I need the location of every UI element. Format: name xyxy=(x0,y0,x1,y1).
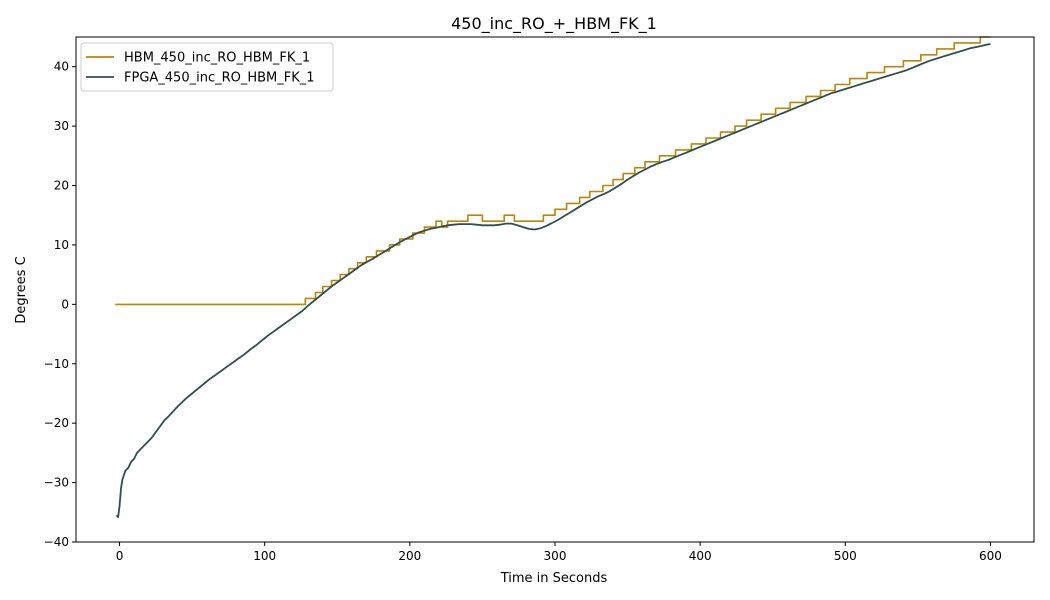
legend-entry: HBM_450_inc_RO_HBM_FK_1 xyxy=(124,51,310,66)
y-tick-label: −40 xyxy=(44,535,69,549)
plot-area xyxy=(115,36,991,518)
plot-frame xyxy=(75,36,1035,543)
y-tick-label: 20 xyxy=(54,179,69,193)
y-tick-label: −10 xyxy=(44,357,69,371)
x-tick-label: 100 xyxy=(253,549,276,563)
y-tick-label: 10 xyxy=(54,238,69,252)
x-axis: 0 100 200 300 400 500 600 xyxy=(116,542,1002,563)
y-axis-label: Degrees C xyxy=(14,256,29,323)
legend-entry: FPGA_450_inc_RO_HBM_FK_1 xyxy=(124,71,315,86)
x-tick-label: 400 xyxy=(689,549,712,563)
chart-title: 450_inc_RO_+_HBM_FK_1 xyxy=(451,14,657,34)
y-tick-label: −20 xyxy=(44,416,69,430)
x-axis-label: Time in Seconds xyxy=(500,571,608,586)
series-line-fpga xyxy=(115,43,991,518)
y-axis: −40 −30 −20 −10 0 10 20 30 40 xyxy=(44,60,76,549)
y-tick-label: 30 xyxy=(54,119,69,133)
y-tick-label: 0 xyxy=(61,297,69,311)
x-tick-label: 500 xyxy=(834,549,857,563)
y-tick-label: −30 xyxy=(44,476,69,490)
legend: HBM_450_inc_RO_HBM_FK_1 FPGA_450_inc_RO_H… xyxy=(80,42,334,92)
y-tick-label: 40 xyxy=(54,60,69,74)
x-tick-label: 600 xyxy=(979,549,1002,563)
x-tick-label: 300 xyxy=(544,549,567,563)
legend-box xyxy=(80,42,334,92)
x-tick-label: 200 xyxy=(398,549,421,563)
x-tick-label: 0 xyxy=(116,549,124,563)
